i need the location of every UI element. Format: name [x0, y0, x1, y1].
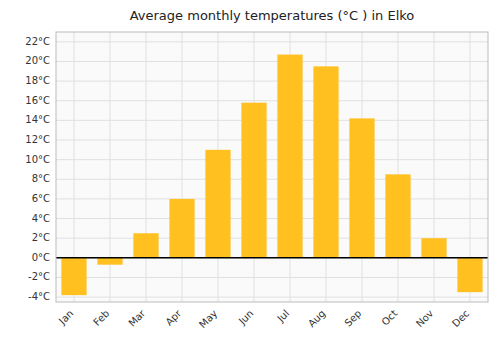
- x-tick-label: Jun: [236, 308, 256, 328]
- bar: [61, 258, 86, 295]
- x-tick-label: Oct: [379, 308, 399, 328]
- grid: [56, 32, 488, 302]
- y-tick-label: 22°C: [25, 36, 50, 47]
- y-grid-line: [56, 297, 488, 298]
- y-tick-label: 8°C: [32, 173, 50, 184]
- x-grid-line: [182, 32, 183, 302]
- y-tick-label: -2°C: [28, 271, 50, 282]
- x-grid-line: [398, 32, 399, 302]
- bar: [457, 258, 482, 292]
- zero-line: [56, 257, 488, 259]
- x-grid-line: [434, 32, 435, 302]
- x-tick-label: Sep: [342, 308, 363, 329]
- x-tick-label: Dec: [450, 308, 471, 329]
- y-grid-line: [56, 277, 488, 278]
- bar: [277, 55, 302, 258]
- y-grid-line: [56, 257, 488, 258]
- chart-container: -4°C -2°C 0°C 2°C 4°C 6°C 8°C 10°C 12°C 14°C 16°C 1…: [0, 0, 500, 350]
- y-tick-label: -4°C: [28, 291, 50, 302]
- x-tick-label: Aug: [306, 308, 328, 330]
- bar: [385, 174, 410, 257]
- y-tick-label: 12°C: [25, 134, 50, 145]
- bar: [313, 66, 338, 257]
- y-grid-line: [56, 41, 488, 42]
- x-tick-label: Nov: [414, 308, 436, 330]
- bar: [205, 150, 230, 258]
- bar: [349, 118, 374, 257]
- bars: [61, 55, 482, 296]
- y-grid-line: [56, 61, 488, 62]
- y-grid-line: [56, 198, 488, 199]
- bar: [97, 258, 122, 265]
- y-tick-label: 2°C: [32, 232, 50, 243]
- y-tick-label: 18°C: [25, 75, 50, 86]
- y-grid-line: [56, 159, 488, 160]
- y-tick-label: 20°C: [25, 55, 50, 66]
- y-grid-line: [56, 120, 488, 121]
- x-tick-label: Jan: [56, 308, 75, 327]
- bar: [241, 103, 266, 258]
- x-axis-labels: Jan Feb Mar Apr May Jun Jul Aug Sep Oct Nov Dec: [56, 307, 471, 330]
- x-tick-label: Apr: [163, 307, 184, 328]
- y-tick-label: 6°C: [32, 193, 50, 204]
- y-tick-label: 16°C: [25, 95, 50, 106]
- bar: [421, 238, 446, 258]
- bar: [133, 233, 158, 258]
- x-tick-label: May: [197, 308, 219, 330]
- x-tick-label: Feb: [91, 308, 111, 328]
- x-tick-label: Mar: [126, 307, 148, 329]
- title: Average monthly temperatures (°C ) in El…: [130, 8, 415, 23]
- y-grid-line: [56, 100, 488, 101]
- x-grid-line: [146, 32, 147, 302]
- x-tick-label: Jul: [274, 308, 291, 325]
- plot-background: [56, 32, 488, 302]
- y-tick-label: 4°C: [32, 213, 50, 224]
- y-grid-line: [56, 81, 488, 82]
- plot-frame: [56, 32, 488, 302]
- y-tick-label: 0°C: [32, 252, 50, 263]
- y-grid-line: [56, 140, 488, 141]
- y-axis-labels: -4°C -2°C 0°C 2°C 4°C 6°C 8°C 10°C 12°C 14°C 16°C 1…: [25, 36, 50, 302]
- bar: [169, 199, 194, 258]
- chart-svg: -4°C -2°C 0°C 2°C 4°C 6°C 8°C 10°C 12°C 14°C 16°C 1…: [0, 0, 500, 350]
- y-tick-label: 14°C: [25, 114, 50, 125]
- y-tick-label: 10°C: [25, 154, 50, 165]
- y-grid-line: [56, 179, 488, 180]
- y-grid-line: [56, 218, 488, 219]
